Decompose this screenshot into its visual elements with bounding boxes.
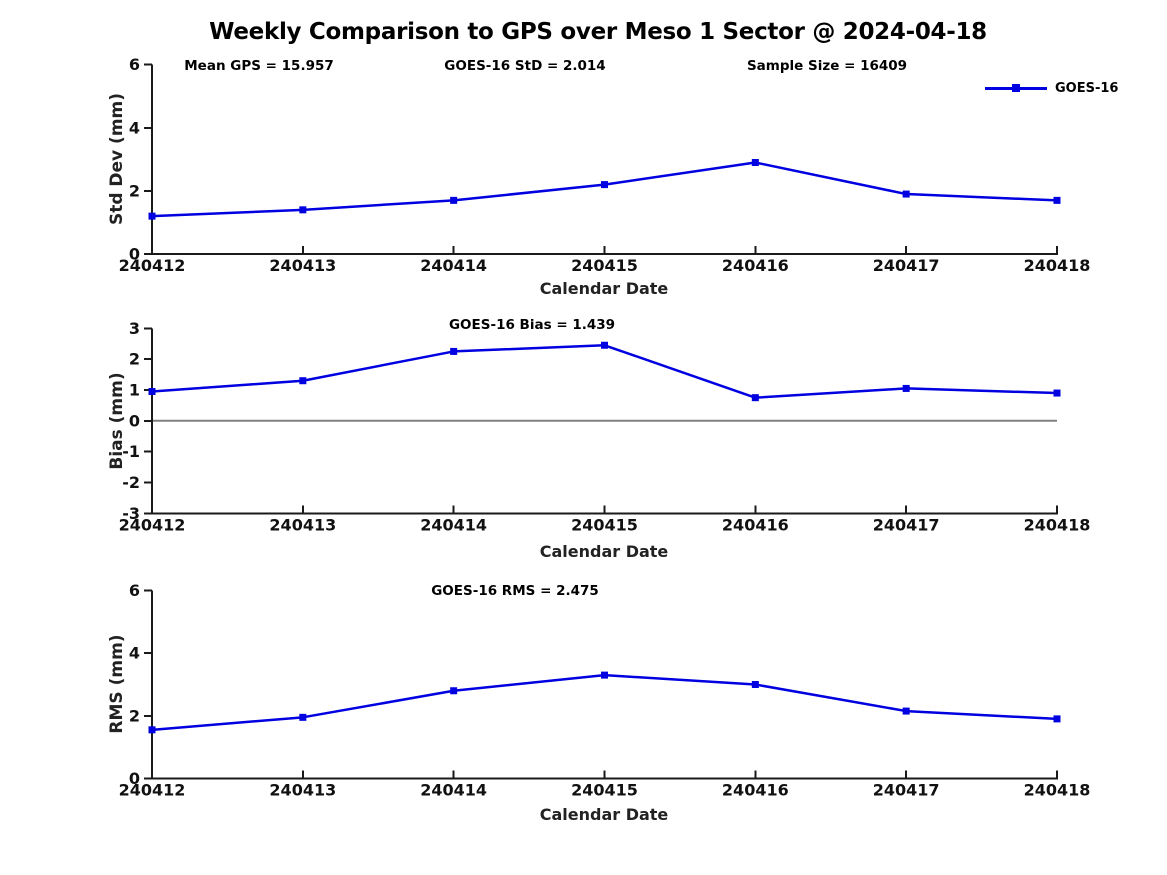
rms-y-tick-label: 2 bbox=[129, 706, 140, 725]
std-dev-x-tick-label: 240413 bbox=[269, 256, 336, 275]
legend: GOES-16 bbox=[985, 79, 1118, 97]
annotation-goes16-bias: GOES-16 Bias = 1.439 bbox=[448, 317, 616, 333]
std-dev-y-tick-label: 4 bbox=[129, 118, 140, 137]
bias-data-point-marker bbox=[751, 394, 759, 402]
bias-data-point-marker bbox=[299, 377, 307, 385]
std-dev-data-point-marker bbox=[1053, 196, 1061, 204]
std-dev-data-point-marker bbox=[299, 206, 307, 214]
annotation-sample-size: Sample Size = 16409 bbox=[746, 58, 908, 74]
bias-series-line bbox=[151, 344, 1058, 399]
legend-label: GOES-16 bbox=[1055, 80, 1119, 96]
annotation-mean-gps: Mean GPS = 15.957 bbox=[184, 58, 334, 74]
bias-x-tick-label: 240413 bbox=[269, 515, 336, 534]
rms-y-tick-label: 6 bbox=[129, 581, 140, 600]
bias-y-tick-label: 3 bbox=[129, 319, 140, 338]
rms-x-tick-label: 240414 bbox=[420, 780, 487, 799]
legend-line-sample bbox=[985, 84, 1047, 92]
legend-square-marker-icon bbox=[1012, 84, 1020, 92]
figure-title: Weekly Comparison to GPS over Meso 1 Sec… bbox=[209, 19, 987, 45]
bias-data-point-marker bbox=[601, 341, 608, 349]
rms-x-tick-label: 240413 bbox=[269, 780, 336, 799]
bias-x-tick-label: 240414 bbox=[420, 515, 487, 534]
bias-x-axis-label: Calendar Date bbox=[539, 542, 669, 561]
rms-data-point-marker bbox=[601, 671, 608, 679]
rms-x-tick-label: 240416 bbox=[722, 780, 789, 799]
bias-data-point-marker bbox=[450, 347, 458, 355]
rms-data-point-marker bbox=[1053, 715, 1061, 723]
bias-y-tick-label: 2 bbox=[129, 350, 140, 369]
std-dev-data-point-marker bbox=[148, 212, 156, 220]
std-dev-y-tick-label: 6 bbox=[129, 55, 140, 74]
std-dev-series-line bbox=[151, 161, 1058, 218]
rms-data-point-marker bbox=[751, 681, 759, 688]
bias-x-tick-label: 240412 bbox=[119, 515, 186, 534]
bias-data-point-marker bbox=[1053, 389, 1061, 397]
rms-y-tick-label: 0 bbox=[129, 769, 140, 788]
bias-x-tick-label: 240415 bbox=[571, 515, 638, 534]
bias-data-point-marker bbox=[902, 384, 910, 392]
stddev-x-axis-label: Calendar Date bbox=[539, 279, 669, 298]
std-dev-data-point-marker bbox=[751, 159, 759, 167]
annotation-goes16-rms: GOES-16 RMS = 2.475 bbox=[431, 583, 599, 599]
rms-data-point-marker bbox=[902, 707, 910, 715]
std-dev-x-tick-label: 240414 bbox=[420, 256, 487, 275]
rms-y-tick-label: 4 bbox=[129, 644, 140, 663]
std-dev-x-tick-label: 240417 bbox=[873, 256, 940, 275]
annotation-goes16-std: GOES-16 StD = 2.014 bbox=[444, 58, 606, 74]
bias-y-tick-label: -3 bbox=[122, 504, 140, 523]
rms-x-tick-label: 240418 bbox=[1024, 780, 1091, 799]
rms-data-point-marker bbox=[148, 726, 156, 734]
bias-x-tick-label: 240418 bbox=[1024, 515, 1091, 534]
rms-x-tick-label: 240415 bbox=[571, 780, 638, 799]
bias-x-tick-label: 240416 bbox=[722, 515, 789, 534]
std-dev-y-tick-label: 0 bbox=[129, 245, 140, 264]
rms-data-point-marker bbox=[299, 713, 307, 721]
bias-x-tick-label: 240417 bbox=[873, 515, 940, 534]
std-dev-x-tick-label: 240412 bbox=[119, 256, 186, 275]
std-dev-x-tick-label: 240416 bbox=[722, 256, 789, 275]
std-dev-y-tick-label: 2 bbox=[129, 181, 140, 200]
rms-series-line bbox=[151, 673, 1058, 732]
rms-x-tick-label: 240417 bbox=[873, 780, 940, 799]
rms-x-axis-label: Calendar Date bbox=[539, 805, 669, 824]
std-dev-x-tick-label: 240418 bbox=[1024, 256, 1091, 275]
bias-data-point-marker bbox=[148, 388, 156, 396]
bias-y-tick-label: -1 bbox=[122, 442, 140, 461]
std-dev-x-tick-label: 240415 bbox=[571, 256, 638, 275]
std-dev-data-point-marker bbox=[450, 196, 458, 204]
bias-y-tick-label: 1 bbox=[129, 380, 140, 399]
bias-y-tick-label: -2 bbox=[122, 473, 140, 492]
std-dev-data-point-marker bbox=[601, 181, 608, 189]
rms-x-tick-label: 240412 bbox=[119, 780, 186, 799]
std-dev-data-point-marker bbox=[902, 190, 910, 198]
rms-data-point-marker bbox=[450, 687, 458, 695]
bias-y-tick-label: 0 bbox=[129, 411, 140, 430]
